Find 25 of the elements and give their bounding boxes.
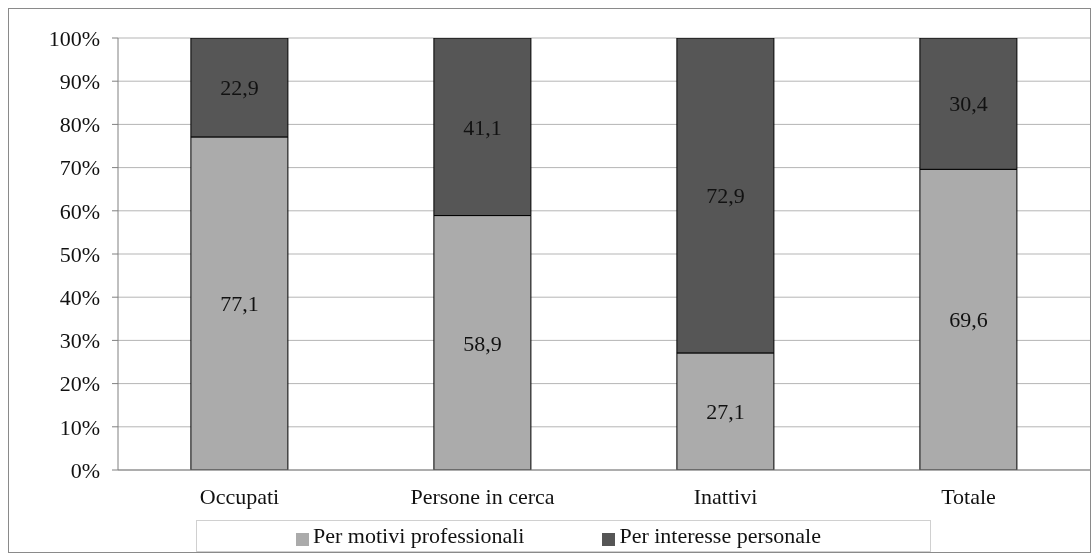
data-label: 22,9	[220, 75, 259, 101]
y-tick-label: 80%	[59, 112, 100, 138]
y-tick-label: 50%	[59, 241, 100, 267]
x-tick-label: Inattivi	[693, 483, 758, 509]
x-tick-label: Totale	[941, 483, 996, 509]
y-tick-label: 0%	[70, 457, 100, 483]
y-tick-label: 60%	[59, 198, 100, 224]
y-tick-label: 90%	[59, 69, 100, 95]
legend-label: Per interesse personale	[619, 523, 821, 548]
y-tick-label: 20%	[59, 371, 100, 397]
y-tick-label: 30%	[59, 328, 100, 354]
data-label: 77,1	[220, 291, 259, 317]
x-tick-label: Occupati	[199, 483, 280, 509]
x-tick-label: Persone in cerca	[410, 483, 555, 509]
y-tick-label: 10%	[59, 414, 100, 440]
data-label: 69,6	[949, 307, 988, 333]
legend-label: Per motivi professionali	[312, 523, 525, 548]
data-label: 30,4	[949, 91, 988, 117]
data-label: 41,1	[463, 114, 502, 140]
y-tick-label: 70%	[59, 155, 100, 181]
y-tick-label: 40%	[59, 285, 100, 311]
data-label: 58,9	[463, 330, 502, 356]
y-tick-label: 100%	[48, 25, 100, 51]
data-label: 72,9	[706, 183, 745, 209]
data-label: 27,1	[706, 399, 745, 425]
